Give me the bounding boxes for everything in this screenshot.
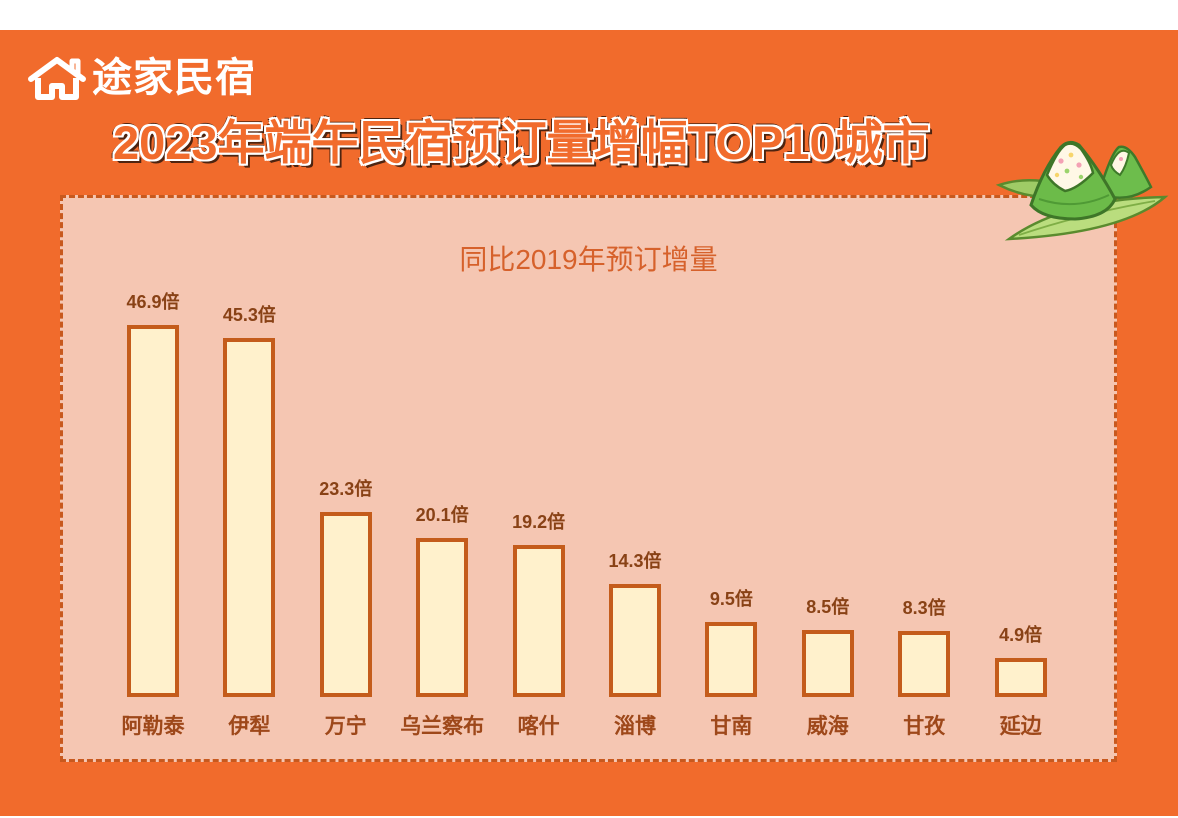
value-unit: 倍	[1024, 625, 1043, 645]
category-label-9: 甘孜	[903, 715, 946, 738]
bar-7	[705, 622, 758, 697]
value-unit: 倍	[257, 305, 276, 325]
value-unit: 倍	[161, 292, 180, 312]
category-label-5: 喀什	[517, 715, 560, 738]
bar-4	[416, 538, 469, 697]
category-label-2: 伊犁	[228, 715, 271, 738]
category-label-6: 淄博	[614, 715, 656, 738]
value-label-9: 8.3倍	[874, 596, 974, 620]
category-label-8: 威海	[806, 715, 849, 738]
bar-6	[609, 584, 661, 697]
bar-10	[994, 658, 1047, 697]
value-unit: 倍	[354, 479, 373, 499]
brand-logo: 途家民宿	[26, 54, 256, 102]
house-icon	[28, 57, 86, 100]
category-label-4: 乌兰察布	[400, 715, 485, 738]
value-label-3: 23.3倍	[296, 477, 396, 501]
zongzi-icon	[995, 140, 1169, 241]
value-label-1: 46.9倍	[103, 290, 203, 314]
value-number: 46.9	[126, 292, 162, 312]
bar-5	[512, 545, 565, 697]
value-number: 14.3	[608, 551, 644, 571]
value-unit: 倍	[450, 505, 469, 525]
page-title: 2023年端午民宿预订量增幅TOP10城市	[113, 116, 930, 169]
value-label-7: 9.5倍	[681, 587, 781, 611]
value-unit: 倍	[547, 512, 566, 532]
value-unit: 倍	[831, 597, 850, 617]
category-label-3: 万宁	[324, 715, 367, 738]
value-number: 23.3	[319, 479, 355, 499]
bar-9	[898, 631, 951, 697]
value-number: 8.3	[902, 598, 928, 618]
value-number: 8.5	[806, 597, 832, 617]
value-label-6: 14.3倍	[585, 549, 685, 573]
value-number: 19.2	[512, 512, 548, 532]
category-label-1: 阿勒泰	[121, 715, 185, 738]
bar-3	[319, 512, 372, 697]
category-label-7: 甘南	[710, 715, 753, 738]
value-label-5: 19.2倍	[489, 510, 589, 534]
bar-8	[801, 630, 854, 697]
value-number: 4.9	[999, 625, 1025, 645]
chart-title: 同比2019年预订增量	[459, 244, 718, 275]
value-number: 9.5	[709, 589, 735, 609]
value-unit: 倍	[927, 598, 946, 618]
small-zongzi	[1097, 145, 1153, 200]
bar-2	[223, 338, 276, 697]
value-label-10: 4.9倍	[971, 623, 1071, 647]
value-number: 20.1	[415, 505, 451, 525]
bar-1	[127, 325, 179, 697]
brand-name: 途家民宿	[92, 56, 256, 100]
value-label-2: 45.3倍	[199, 303, 299, 327]
value-unit: 倍	[643, 551, 662, 571]
category-label-10: 延边	[999, 715, 1042, 738]
value-number: 45.3	[222, 305, 258, 325]
value-unit: 倍	[734, 589, 753, 609]
value-label-8: 8.5倍	[778, 595, 878, 619]
value-label-4: 20.1倍	[392, 503, 492, 527]
